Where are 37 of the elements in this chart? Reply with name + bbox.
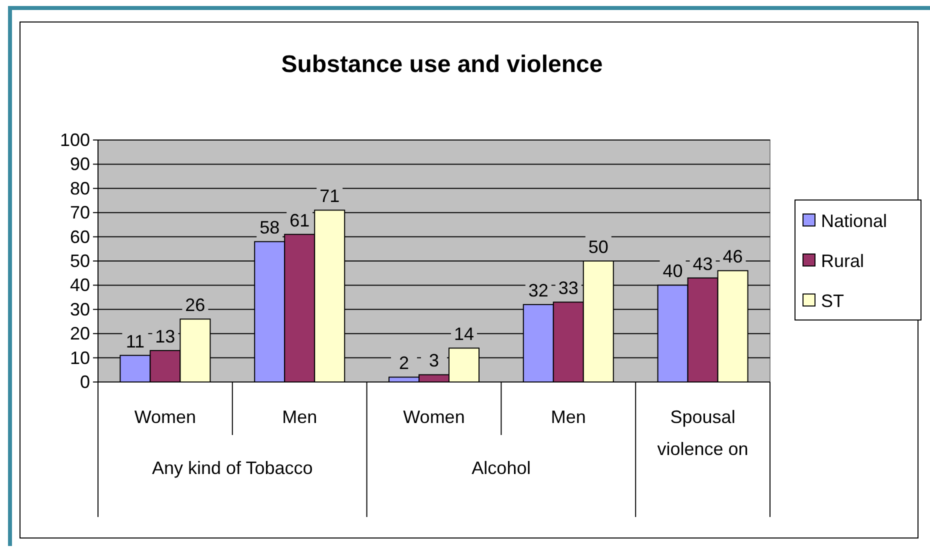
y-tick-label: 70 [70, 202, 90, 223]
y-tick-label: 60 [70, 226, 90, 247]
x-tick-label: Men [550, 407, 586, 427]
data-label: 3 [428, 350, 440, 371]
y-tick-label: 100 [60, 130, 90, 150]
data-label: 33 [558, 278, 578, 298]
y-tick-label: 20 [70, 324, 90, 344]
y-tick-label: 10 [70, 348, 90, 368]
x-tick-label: Spousal violence on [657, 407, 748, 459]
x-tick-label: Men [282, 407, 318, 427]
chart-title: Substance use and violence [281, 51, 603, 78]
x-tick-label: Women [403, 407, 465, 427]
data-label: 32 [528, 280, 548, 301]
x-tick-label: Women [134, 407, 196, 427]
data-label: 43 [692, 254, 713, 274]
y-tick-label: 30 [70, 299, 90, 320]
data-label: 50 [588, 237, 608, 257]
y-tick-label: 50 [70, 251, 90, 271]
y-tick-label: 0 [80, 372, 90, 392]
data-label: 11 [126, 331, 145, 352]
legend-label: ST [821, 291, 844, 311]
data-label: 26 [185, 295, 206, 316]
text: Alcohol [472, 458, 531, 478]
data-label: 71 [320, 186, 340, 206]
legend-label: National [821, 211, 888, 231]
data-label: 61 [290, 210, 310, 230]
data-label: 58 [260, 218, 280, 238]
data-label: 2 [398, 353, 410, 374]
data-label: 13 [155, 326, 176, 347]
y-tick-label: 40 [70, 275, 90, 296]
data-label: 40 [662, 261, 683, 282]
legend-label: Rural [821, 251, 864, 271]
y-tick-label: 90 [70, 154, 90, 174]
text: Any kind of Tobacco [152, 458, 313, 478]
y-tick-label: 80 [70, 178, 90, 198]
data-label: 14 [454, 324, 474, 344]
data-label: 46 [722, 246, 743, 267]
